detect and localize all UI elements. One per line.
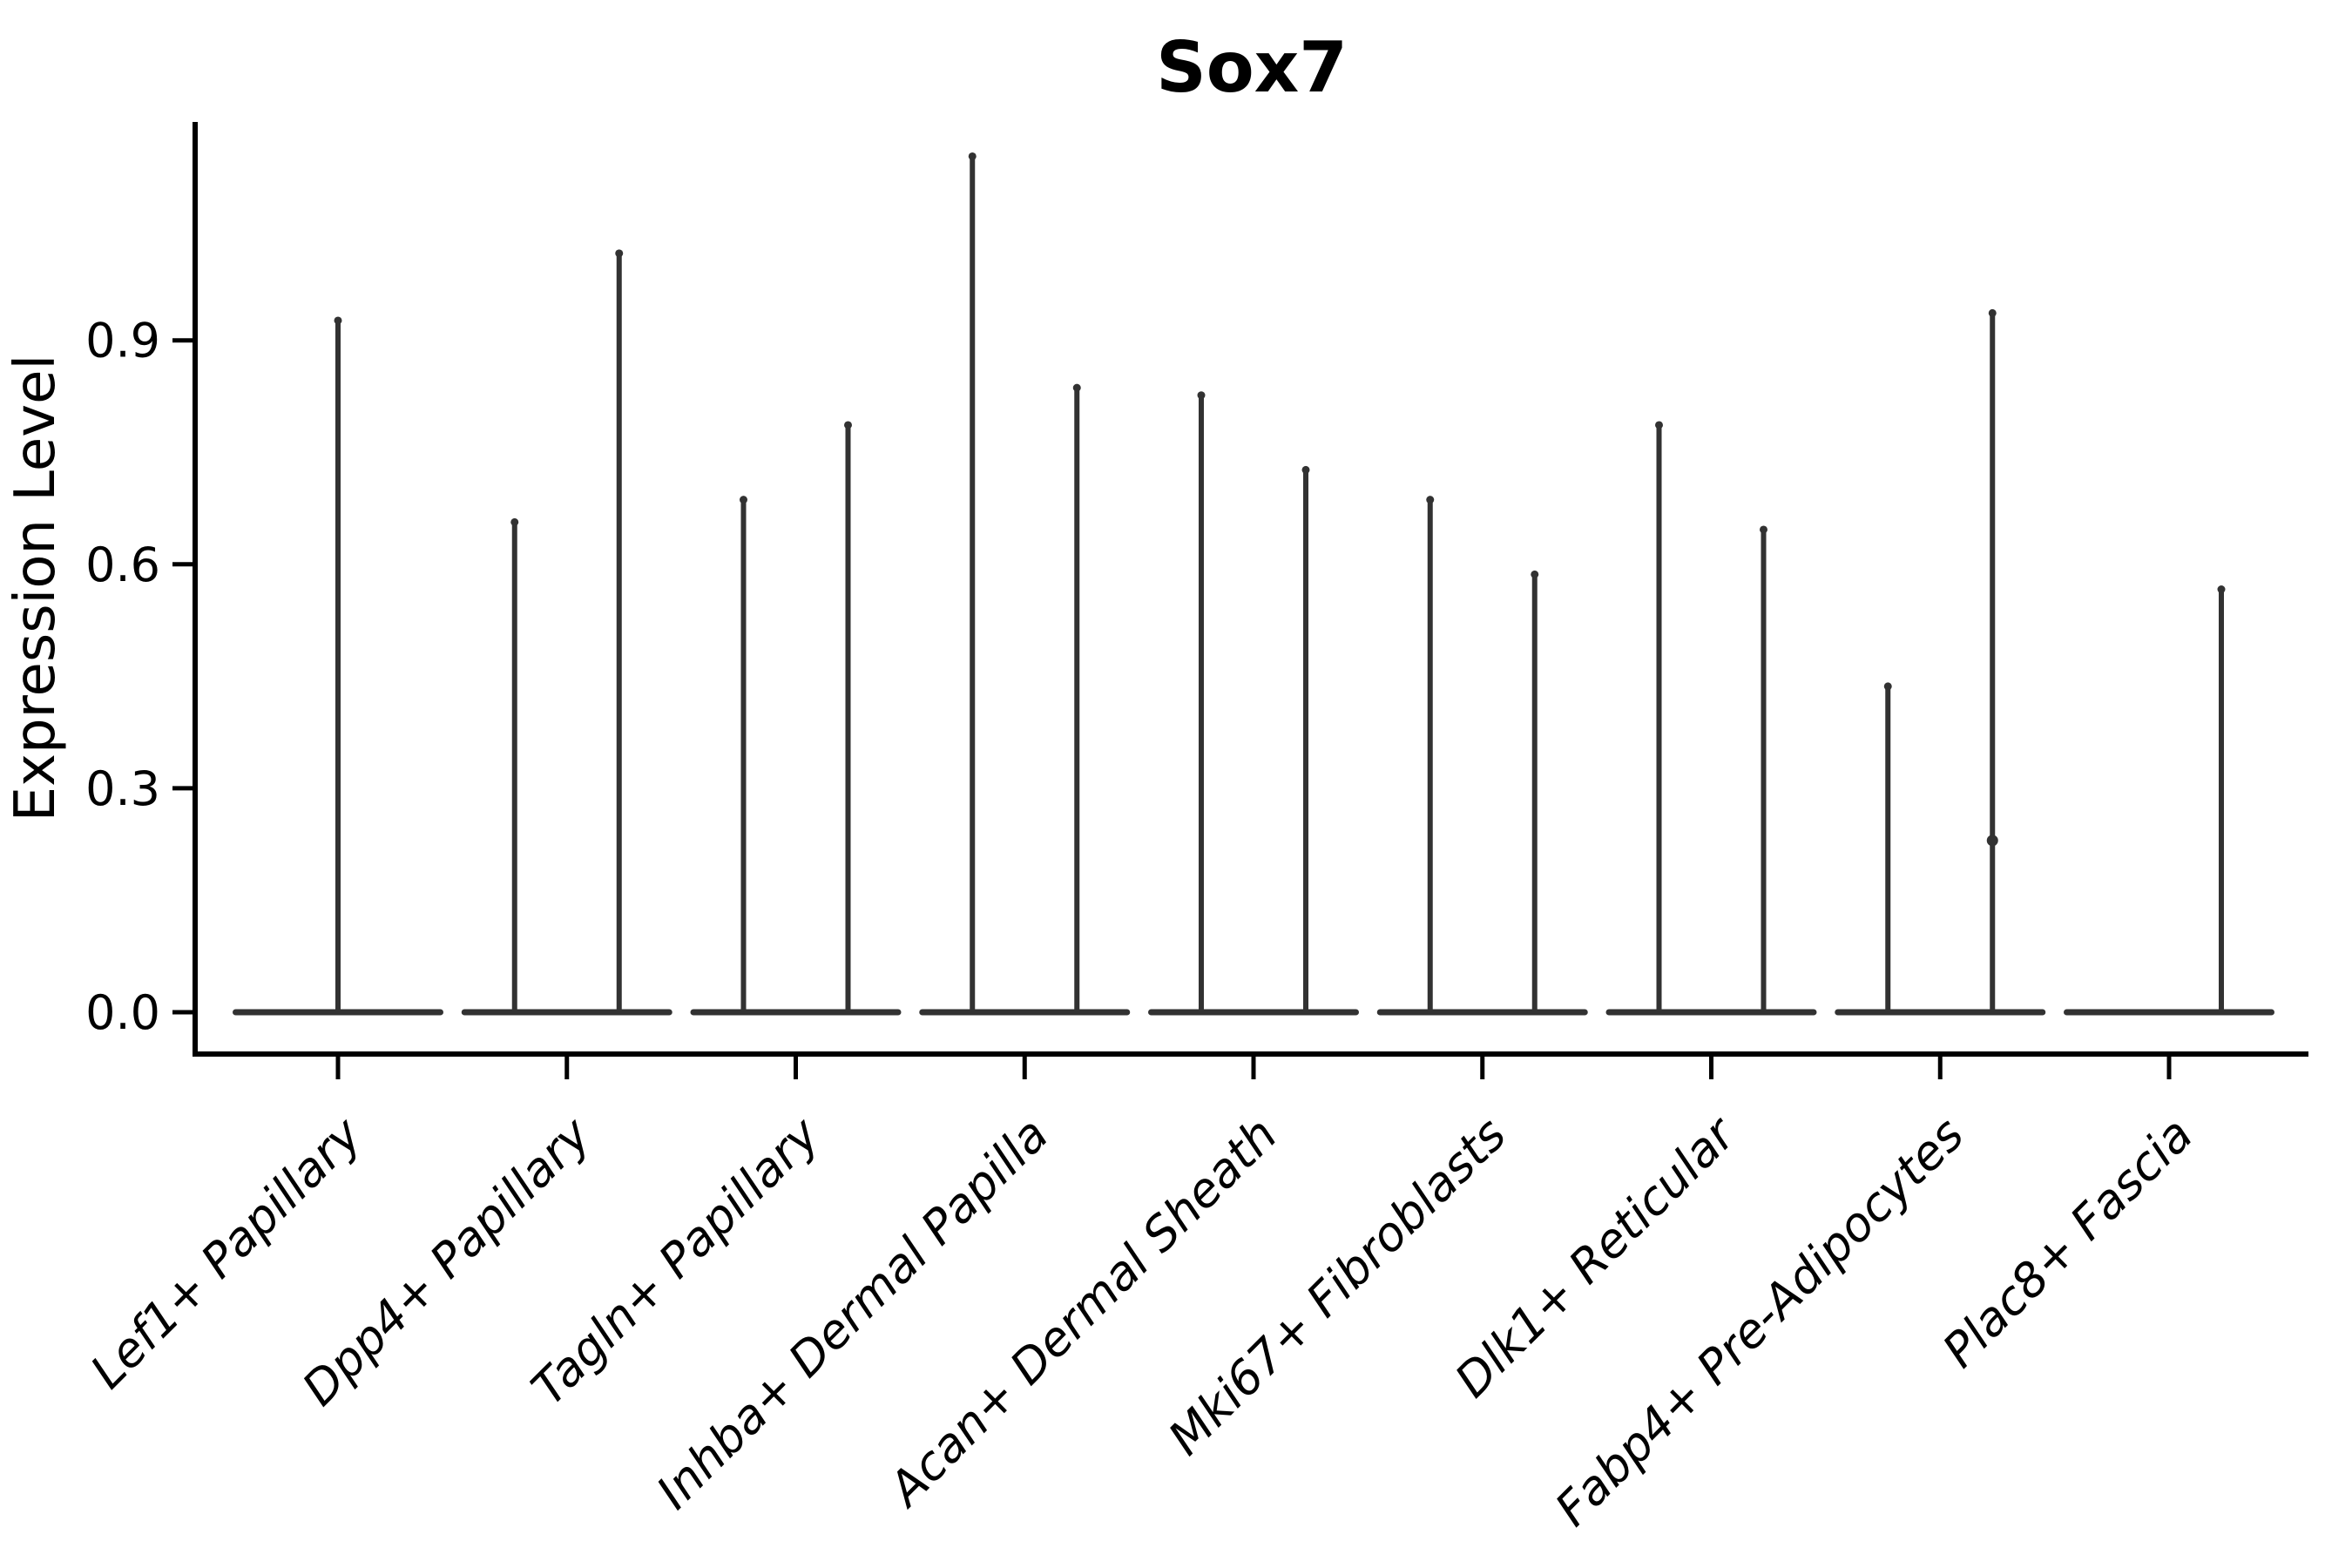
- y-axis-label: Expression Level: [3, 355, 68, 822]
- violin-baseline: [1376, 1009, 1588, 1016]
- violin-baseline: [2064, 1009, 2274, 1016]
- x-tick-label: Plac8+ Fascia: [1932, 1107, 2203, 1378]
- violin-spike-tip: [615, 249, 624, 258]
- violin-spike-tip: [510, 517, 519, 526]
- violin-spike: [845, 422, 851, 1013]
- violin-spike-tip: [1883, 682, 1892, 691]
- violin-spike: [1885, 683, 1891, 1012]
- violin-spike: [740, 497, 747, 1012]
- violin-spike-tip: [2217, 585, 2226, 594]
- violin-spike: [1990, 310, 1996, 1012]
- x-tick-label: Acan+ Dermal Sheath: [876, 1107, 1288, 1518]
- violin-spike-tip: [1426, 496, 1435, 504]
- violin-baseline: [919, 1009, 1131, 1016]
- violin-spike-tip: [1301, 465, 1310, 474]
- violin-baseline: [690, 1009, 902, 1016]
- violins-layer: [233, 152, 2274, 1016]
- violin-spike-tip: [1072, 383, 1081, 392]
- violin-spike: [1761, 526, 1767, 1012]
- chart-title: Sox7: [1156, 27, 1348, 108]
- x-tick-label: Inhba+ Dermal Papilla: [646, 1107, 1059, 1520]
- violin-spike: [970, 153, 976, 1012]
- y-tick-label: 0.3: [85, 761, 160, 816]
- y-tick-label: 0.6: [85, 537, 160, 592]
- violin-spike: [335, 317, 341, 1012]
- violin-baseline: [1148, 1009, 1359, 1016]
- violin-baseline: [1605, 1009, 1817, 1016]
- violin-spike-tip: [1197, 391, 1206, 400]
- violin-spike: [1531, 571, 1538, 1012]
- violin-spike: [1303, 467, 1308, 1012]
- jitter-point: [1986, 835, 1998, 847]
- violin-spike-tip: [1988, 308, 1997, 317]
- violin-spike-tip: [334, 316, 342, 325]
- y-tick-label: 0.9: [85, 314, 160, 368]
- violin-spike-tip: [1655, 421, 1663, 429]
- violin-spike: [1656, 422, 1662, 1013]
- violin-baseline: [1835, 1009, 2046, 1016]
- axes-layer: [193, 122, 2308, 1057]
- violin-spike-tip: [968, 152, 977, 160]
- violin-spike: [2219, 586, 2224, 1012]
- violin-spike: [1199, 392, 1204, 1012]
- violin-baseline: [461, 1009, 672, 1016]
- violin-spike: [1427, 497, 1433, 1012]
- violin-spike-tip: [740, 496, 747, 504]
- violin-spike-tip: [844, 421, 852, 429]
- violin-spike: [511, 519, 517, 1012]
- violin-spike: [616, 250, 622, 1012]
- violin-spike: [1074, 385, 1080, 1012]
- violin-spike-tip: [1531, 570, 1539, 578]
- violin-spike-tip: [1760, 525, 1767, 534]
- x-tick-label: Fabp4+ Pre-Adipocytes: [1544, 1107, 1974, 1537]
- y-tick-label: 0.0: [85, 985, 160, 1040]
